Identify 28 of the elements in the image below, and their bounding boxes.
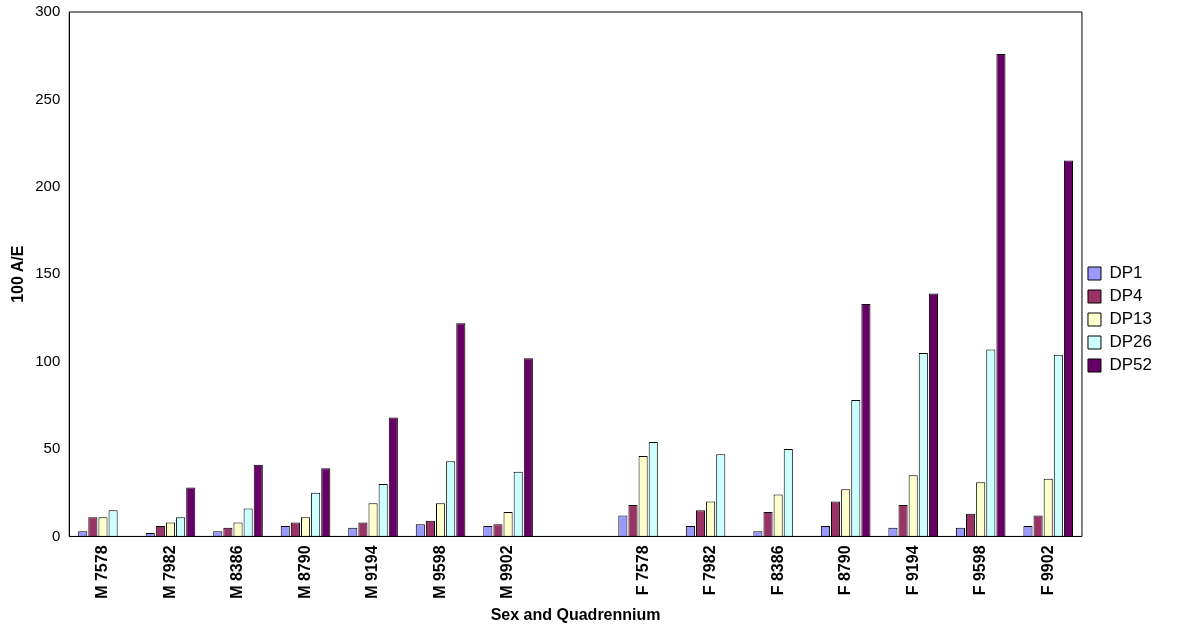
legend-label: DP13 <box>1109 309 1153 329</box>
x-tick-label: F 9194 <box>903 545 921 596</box>
y-tick-label: 150 <box>35 264 61 282</box>
y-tick-label: 300 <box>35 2 61 20</box>
legend-label: DP1 <box>1109 263 1143 283</box>
x-axis-title: Sex and Quadrennium <box>490 605 661 623</box>
y-tick-label: 100 <box>35 351 61 369</box>
x-tick-label: M 9902 <box>498 545 516 599</box>
legend-label: DP26 <box>1109 332 1153 352</box>
y-tick-label: 200 <box>35 176 61 194</box>
x-tick-label: M 8790 <box>295 545 313 599</box>
x-tick-label: M 7578 <box>93 545 111 599</box>
x-tick-label: M 9598 <box>430 545 448 599</box>
x-tick-label: F 8386 <box>768 545 786 596</box>
x-tick-label: M 9194 <box>363 545 381 599</box>
x-tick-label: F 8790 <box>836 545 854 596</box>
x-tick-label: M 7982 <box>160 545 178 599</box>
y-axis-title: 100 A/E <box>9 245 27 303</box>
y-tick-label: 50 <box>43 439 61 457</box>
x-tick-label: F 7578 <box>633 545 651 596</box>
x-tick-label: M 8386 <box>228 545 246 599</box>
x-tick-label: F 7982 <box>701 545 719 596</box>
y-tick-label: 250 <box>35 89 61 107</box>
x-tick-label: F 9902 <box>1038 545 1056 596</box>
legend-label: DP4 <box>1109 286 1143 306</box>
legend-label: DP52 <box>1109 355 1153 375</box>
y-tick-label: 0 <box>51 526 61 544</box>
x-tick-label: F 9598 <box>971 545 989 596</box>
